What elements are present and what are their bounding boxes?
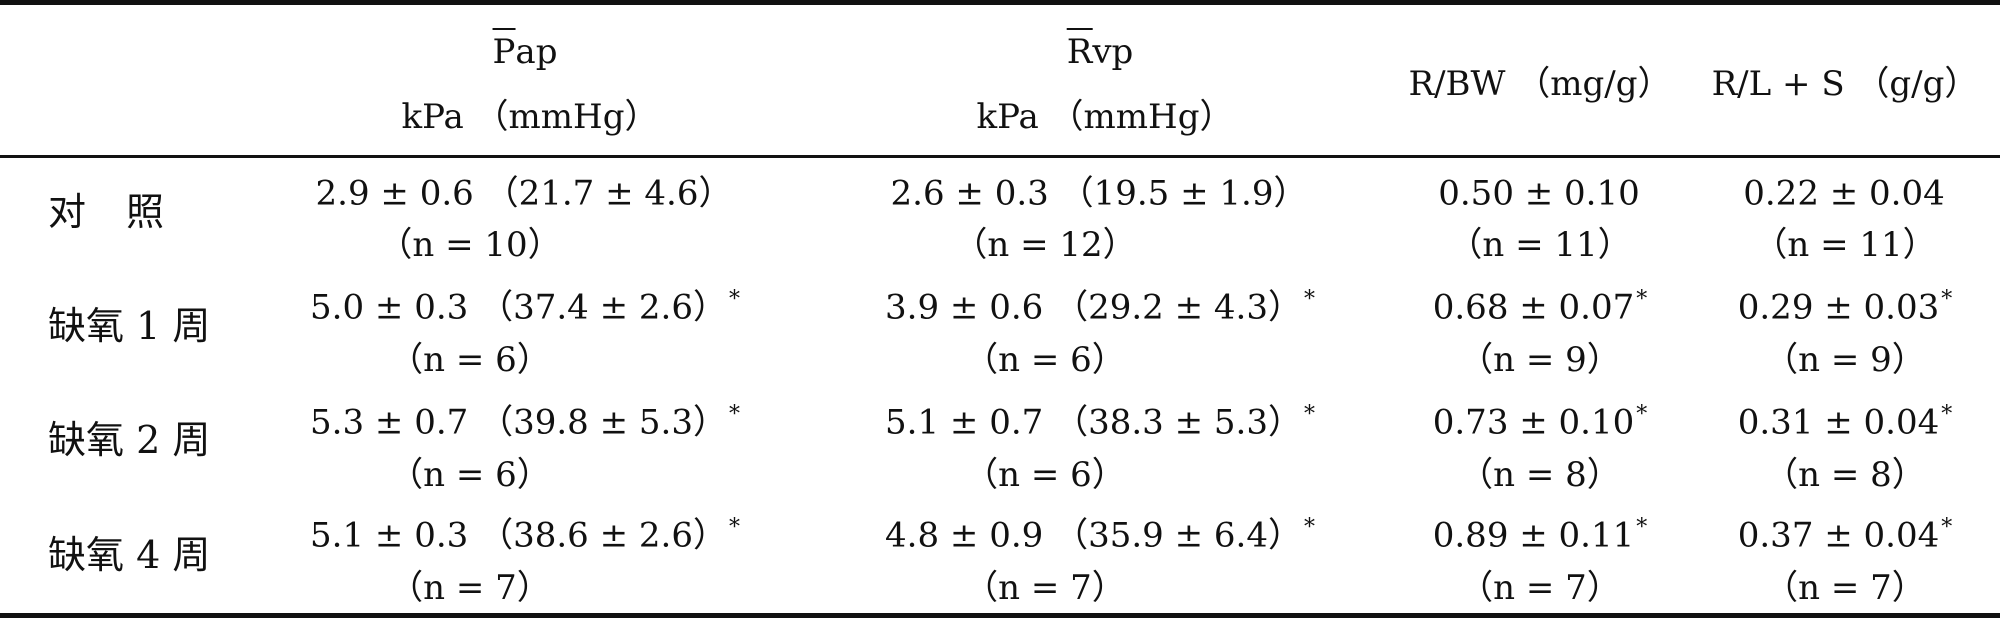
table-cell-n: （n = 11） — [1753, 225, 1937, 265]
table-cell-n: （n = 8） — [1764, 455, 1926, 495]
row-label-week2: 缺氧 2 周 — [48, 418, 211, 462]
table-cell-n: （n = 8） — [1459, 455, 1621, 495]
header-r-ls: R/L + S （g/g） — [1711, 64, 1979, 104]
table-cell: 0.37 ± 0.04* — [1737, 515, 1953, 556]
table-cell-n: （n = 10） — [378, 225, 562, 265]
table-cell: 0.89 ± 0.11* — [1432, 515, 1648, 556]
table-cell: 0.68 ± 0.07* — [1432, 287, 1648, 328]
table-top-rule — [0, 0, 2000, 5]
table-cell-n: （n = 6） — [964, 340, 1126, 380]
table-bottom-rule — [0, 613, 2000, 618]
table-header-rule — [0, 155, 2000, 158]
table-cell-n: （n = 7） — [1764, 568, 1926, 608]
table-cell: 0.29 ± 0.03* — [1737, 287, 1953, 328]
table-cell-n: （n = 9） — [1764, 340, 1926, 380]
rvp-symbol-rest: vp — [1092, 32, 1134, 72]
table-cell: 0.50 ± 0.10 — [1438, 173, 1640, 214]
table-cell-n: （n = 11） — [1448, 225, 1632, 265]
table-cell: 5.0 ± 0.3 （37.4 ± 2.6）* — [310, 287, 740, 328]
table-cell: 5.3 ± 0.7 （39.8 ± 5.3）* — [310, 402, 740, 443]
table-cell: 5.1 ± 0.3 （38.6 ± 2.6）* — [310, 515, 740, 556]
table-cell: 5.1 ± 0.7 （38.3 ± 5.3）* — [885, 402, 1315, 443]
table-cell-n: （n = 12） — [953, 225, 1137, 265]
table-cell-n: （n = 9） — [1459, 340, 1621, 380]
table-cell: 2.9 ± 0.6 （21.7 ± 4.6） — [315, 173, 733, 214]
table-cell: 2.6 ± 0.3 （19.5 ± 1.9） — [890, 173, 1308, 214]
table-cell-n: （n = 7） — [1459, 568, 1621, 608]
pap-overbar-symbol: P — [492, 28, 516, 72]
header-r-bw: R/BW （mg/g） — [1408, 64, 1672, 104]
row-label-control: 对照 — [48, 190, 205, 234]
rvp-overbar-symbol: R — [1066, 28, 1093, 72]
table-cell-n: （n = 6） — [964, 455, 1126, 495]
header-pap-symbol: Pap — [492, 28, 558, 72]
table-cell: 3.9 ± 0.6 （29.2 ± 4.3）* — [885, 287, 1315, 328]
table-cell-n: （n = 6） — [389, 455, 551, 495]
row-label-week4: 缺氧 4 周 — [48, 533, 211, 577]
table-cell-n: （n = 6） — [389, 340, 551, 380]
table-cell-n: （n = 7） — [964, 568, 1126, 608]
header-pap-unit: kPa （mmHg） — [401, 97, 659, 137]
header-rvp-unit: kPa （mmHg） — [976, 97, 1234, 137]
table-cell: 4.8 ± 0.9 （35.9 ± 6.4）* — [885, 515, 1315, 556]
row-label-week1: 缺氧 1 周 — [48, 304, 211, 348]
table-cell: 0.31 ± 0.04* — [1737, 402, 1953, 443]
header-rvp-symbol: Rvp — [1066, 28, 1134, 72]
table-cell: 0.22 ± 0.04 — [1743, 173, 1945, 214]
pap-symbol-rest: ap — [515, 32, 558, 72]
table-cell-n: （n = 7） — [389, 568, 551, 608]
table-cell: 0.73 ± 0.10* — [1432, 402, 1648, 443]
